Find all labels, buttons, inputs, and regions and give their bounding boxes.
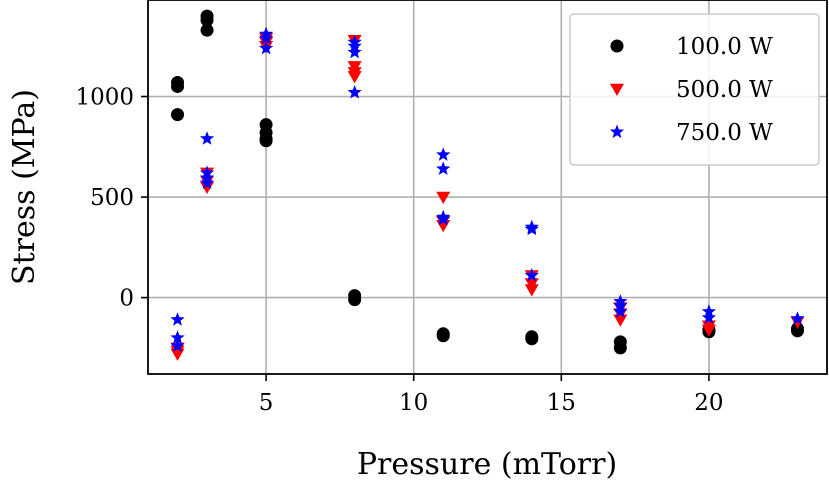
- x-tick-label-10: 10: [399, 390, 428, 416]
- x-axis-label: Pressure (mTorr): [357, 447, 617, 482]
- legend-box: [569, 13, 820, 166]
- y-tick-label-0: 0: [119, 286, 134, 312]
- x-tick-label-15: 15: [547, 390, 576, 416]
- x-tick-label-20: 20: [694, 390, 723, 416]
- data-point-s1-6: [200, 23, 214, 37]
- data-point-s2-3: [170, 348, 185, 361]
- legend-label-2: 500.0 W: [676, 77, 773, 103]
- data-point-s3-18: [436, 211, 451, 226]
- legend-label-1: 100.0 W: [676, 34, 773, 60]
- legend-marker-2: [610, 83, 624, 96]
- data-point-s3-1: [170, 312, 185, 326]
- legend-label-3: 750.0 W: [676, 120, 773, 146]
- data-point-s2-25: [790, 316, 805, 329]
- axis-ticks: 5 10 15 20 0 500 1000: [75, 85, 723, 416]
- plot-frame: [147, 0, 828, 375]
- data-point-s1-5: [200, 13, 214, 27]
- data-point-s3-10: [258, 40, 274, 55]
- data-point-s3-3: [170, 338, 185, 352]
- y-tick-label-500: 500: [90, 185, 134, 211]
- data-point-s3-16: [436, 161, 451, 175]
- data-point-s1-18: [613, 341, 627, 355]
- data-point-s3-9: [258, 30, 274, 45]
- series-3: [170, 26, 805, 352]
- data-point-s3-13: [347, 44, 362, 59]
- legend-marker-3: [609, 124, 625, 139]
- data-point-s1-16: [525, 332, 539, 346]
- data-point-s3-21: [524, 267, 539, 282]
- data-point-s2-22: [613, 314, 628, 327]
- data-point-s3-2: [170, 330, 185, 344]
- y-axis-label: Stress (MPa): [7, 89, 42, 285]
- data-point-s1-22: [790, 324, 804, 338]
- data-point-s1-3: [171, 108, 185, 122]
- legend: 100.0 W 500.0 W 750.0 W: [569, 13, 820, 166]
- data-point-s1-12: [348, 293, 362, 307]
- legend-marker-1: [610, 39, 624, 53]
- data-point-s3-14: [347, 84, 362, 99]
- data-point-s2-19: [524, 284, 539, 297]
- data-point-s3-15: [436, 147, 451, 161]
- x-tick-label-5: 5: [259, 390, 274, 416]
- data-markers: [170, 9, 805, 361]
- data-point-s2-6: [200, 181, 215, 194]
- data-point-s2-24: [701, 324, 716, 337]
- data-point-s3-26: [701, 310, 717, 324]
- data-point-s3-27: [790, 311, 805, 325]
- data-point-s1-2: [171, 79, 185, 93]
- y-tick-label-1000: 1000: [75, 85, 134, 111]
- data-point-s3-7: [199, 175, 215, 190]
- data-point-s3-24: [613, 304, 628, 318]
- data-point-s3-20: [524, 221, 539, 236]
- data-point-s2-14: [436, 191, 451, 205]
- data-point-s2-13: [347, 71, 362, 84]
- data-point-s1-10: [259, 134, 273, 148]
- data-point-s3-4: [199, 131, 215, 145]
- data-point-s1-14: [436, 329, 450, 343]
